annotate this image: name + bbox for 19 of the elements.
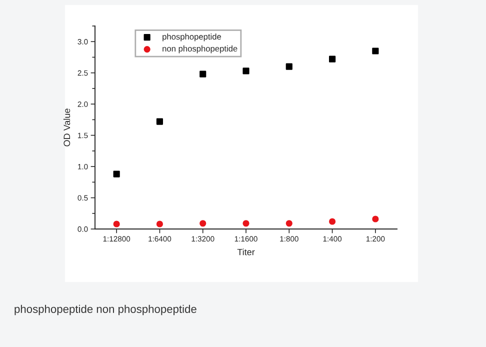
text: phosphopeptide non phosphopeptide (14, 304, 196, 316)
point (200, 220, 206, 227)
point (113, 220, 120, 228)
point (156, 118, 164, 125)
point (242, 220, 250, 227)
point (372, 216, 379, 222)
point (200, 70, 206, 78)
point (286, 220, 292, 227)
point (113, 170, 120, 178)
point (286, 63, 292, 70)
point (372, 48, 379, 54)
legend-label: non phosphopeptide (162, 45, 238, 54)
legend-label: phosphopeptide (162, 34, 222, 42)
point (328, 56, 336, 62)
point (156, 220, 164, 228)
point (242, 68, 250, 74)
y-axis-title: OD Value (63, 108, 70, 146)
x-axis-title: Titer (237, 248, 255, 256)
point (328, 218, 336, 225)
